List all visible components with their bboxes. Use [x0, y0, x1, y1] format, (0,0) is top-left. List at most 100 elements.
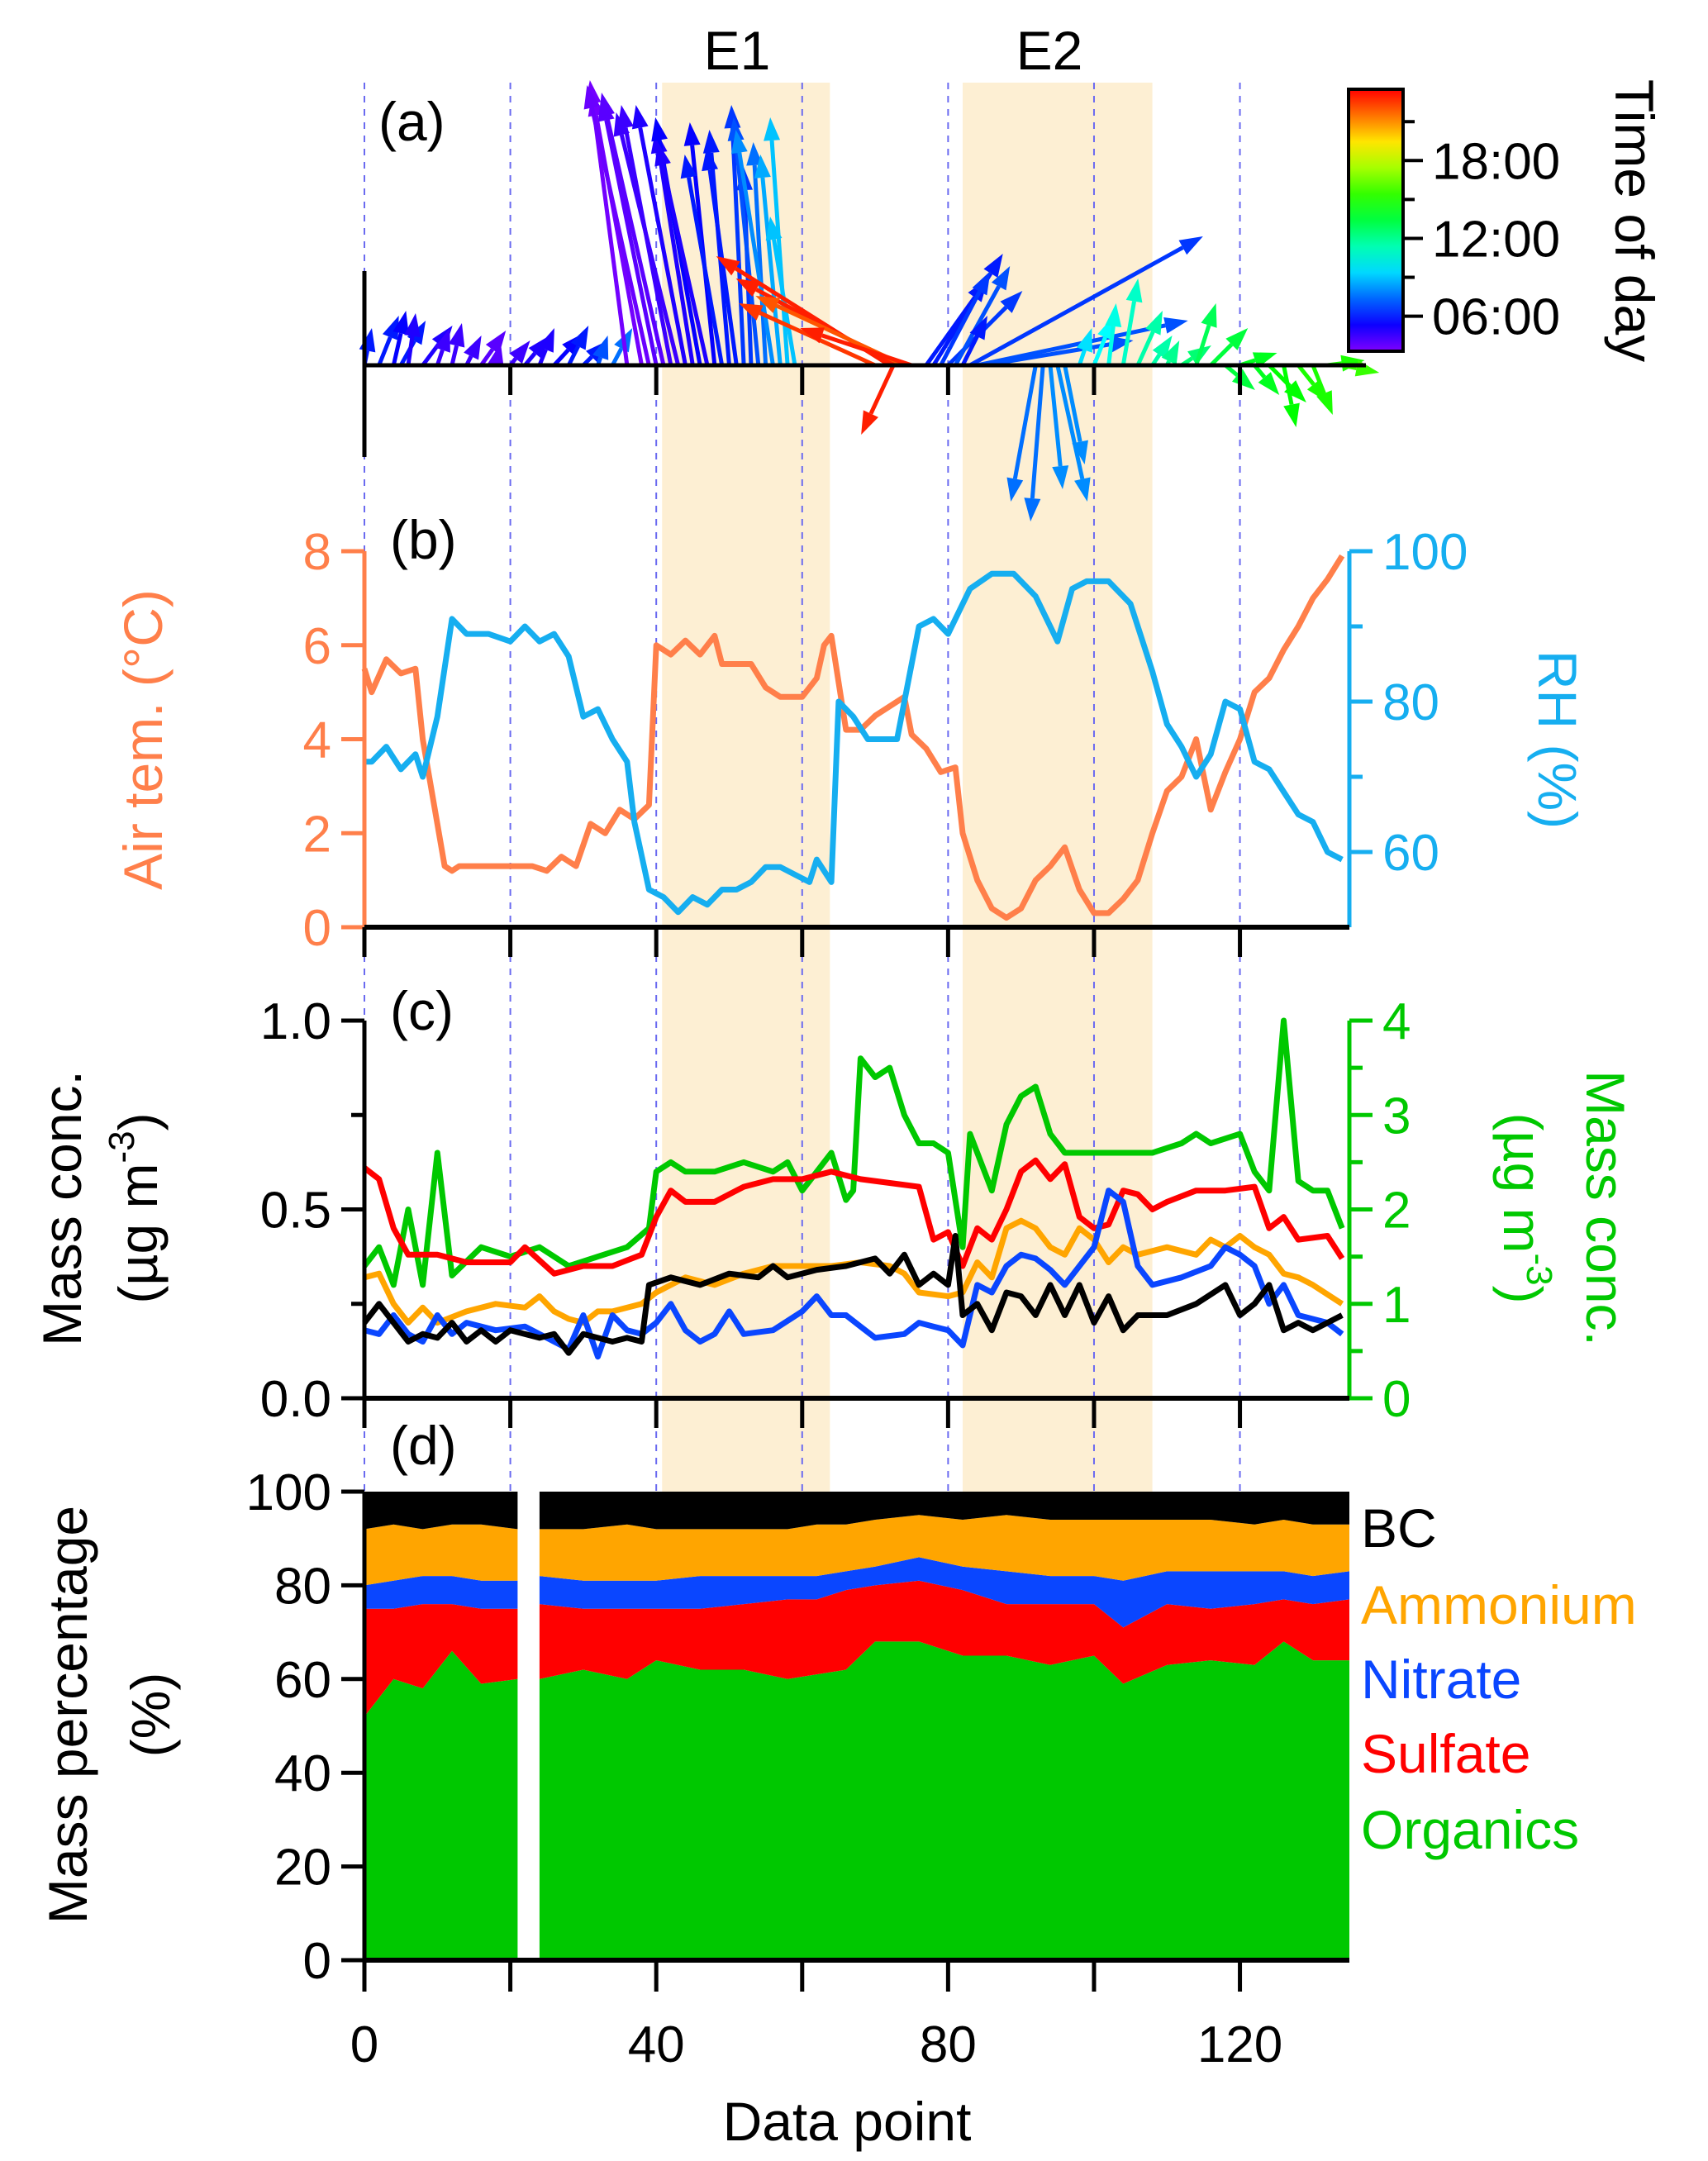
panel-b-temperature-rh — [361, 554, 1345, 921]
left-tick-label: 2 — [303, 806, 331, 863]
vector-shaft — [377, 336, 393, 366]
vector-head — [764, 117, 781, 141]
left-tick-label: 0 — [303, 900, 331, 957]
vector-head — [592, 336, 609, 360]
vector-head — [1105, 303, 1122, 327]
vector-shaft — [1063, 364, 1082, 443]
vector-shaft — [1120, 301, 1137, 366]
series-line-bc — [362, 1233, 1344, 1356]
y-tick-label: 0 — [303, 1933, 331, 1990]
series-line-nitrate — [364, 1188, 1344, 1360]
vector-shaft — [1194, 324, 1211, 366]
area-nitrate — [539, 1557, 1349, 1628]
vector-shaft — [552, 348, 570, 367]
x-tick-label: 0 — [350, 2016, 378, 2073]
wind-vector — [1048, 364, 1069, 489]
units-exponent: -3 — [1519, 1253, 1559, 1285]
vector-head — [1178, 236, 1203, 255]
area-sulfate — [539, 1580, 1349, 1684]
vector-head — [800, 327, 825, 344]
vector-shaft — [406, 336, 415, 366]
vector-shaft — [1296, 364, 1315, 386]
wind-vector — [968, 236, 1203, 368]
panel-label-c: (c) — [390, 980, 454, 1041]
units-exponent: -3 — [102, 1130, 142, 1163]
vector-shaft — [1077, 349, 1087, 366]
area-organics — [364, 1650, 518, 1960]
vector-shaft — [1055, 364, 1085, 480]
vector-head — [861, 410, 879, 435]
vector-head — [538, 328, 554, 353]
wind-vector — [1006, 364, 1038, 502]
vector-shaft — [977, 323, 1166, 368]
y-tick-label: 60 — [274, 1652, 331, 1709]
vector-head — [983, 254, 1003, 278]
wind-vector — [1209, 328, 1249, 367]
wind-vector — [727, 117, 761, 366]
wind-vector — [1282, 364, 1300, 427]
xaxis-label: Data point — [723, 2091, 972, 2152]
vector-shaft — [868, 364, 896, 415]
vector-head — [434, 328, 450, 353]
vector-shaft — [821, 333, 913, 368]
right-tick-label: 100 — [1382, 524, 1468, 581]
vector-head — [765, 217, 783, 241]
vector-shaft — [660, 164, 710, 366]
panel-label-d: (d) — [390, 1415, 457, 1476]
vector-head — [746, 142, 764, 166]
vector-head — [724, 105, 741, 129]
wind-vector — [1076, 328, 1092, 366]
vector-head — [1052, 465, 1069, 489]
vector-head — [1076, 328, 1092, 353]
legend-organics: Organics — [1361, 1799, 1579, 1860]
vector-head — [702, 147, 719, 172]
vector-head — [739, 303, 764, 321]
vector-head — [1283, 402, 1300, 427]
wind-vector — [613, 112, 681, 366]
vector-shaft — [1135, 331, 1155, 367]
right-tick-label: 2 — [1382, 1183, 1411, 1240]
vector-head — [631, 105, 649, 130]
vector-head — [1163, 317, 1188, 334]
event-label-e1: E1 — [704, 20, 771, 81]
vector-head — [754, 155, 771, 178]
y-tick-label: 100 — [246, 1464, 331, 1521]
vector-head — [1201, 303, 1217, 328]
y-tick-label: 80 — [274, 1558, 331, 1615]
wind-vector — [680, 155, 725, 366]
vector-head — [613, 112, 630, 137]
vector-shaft — [604, 119, 659, 366]
vector-head — [969, 316, 988, 340]
ylabel-air-temp: Air tem. (°C) — [112, 589, 174, 890]
vector-shaft — [752, 164, 768, 366]
wind-vector — [537, 328, 554, 366]
y-tick-label: 20 — [274, 1840, 331, 1897]
vector-head — [972, 271, 991, 296]
left-tick-label: 6 — [303, 618, 331, 675]
panel-label-b: (b) — [390, 509, 457, 570]
wind-vector — [583, 85, 651, 366]
vector-head — [1284, 380, 1306, 402]
series-line-rh — [364, 570, 1344, 916]
wind-vector — [566, 326, 589, 367]
vector-shaft — [968, 245, 1184, 368]
wind-vector — [730, 130, 775, 366]
wind-vector — [464, 336, 482, 367]
wind-vector — [800, 327, 913, 368]
ylabel-mass-conc-right: Mass conc. — [1575, 1070, 1636, 1346]
vector-head — [730, 130, 748, 155]
area-ammonium — [364, 1524, 518, 1586]
wind-vector — [1105, 303, 1122, 366]
series-line-organics — [362, 1017, 1345, 1288]
wind-vector — [1055, 364, 1091, 502]
vector-head — [991, 266, 1011, 291]
vector-shaft — [435, 349, 445, 366]
vector-head — [448, 323, 465, 348]
units-text: (µg m — [1492, 1112, 1553, 1253]
vector-shaft — [760, 177, 783, 366]
right-tick-label: 80 — [1382, 674, 1439, 731]
vector-head — [1074, 477, 1091, 502]
vector-head — [654, 142, 671, 167]
colorbar-tick-label: 12:00 — [1432, 211, 1560, 268]
vector-head — [1316, 390, 1333, 415]
